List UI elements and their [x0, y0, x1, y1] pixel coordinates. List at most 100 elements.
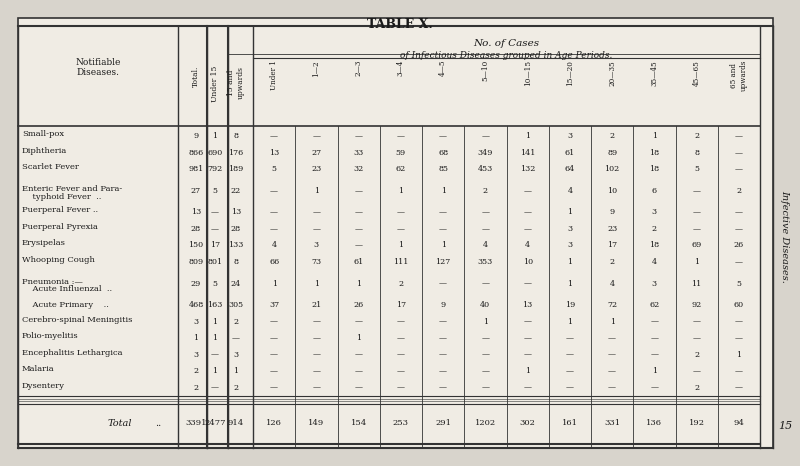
Text: —: —	[735, 132, 743, 140]
Text: Puerperal Fever ..: Puerperal Fever ..	[22, 206, 98, 214]
Text: 1: 1	[567, 317, 573, 326]
Text: 32: 32	[354, 165, 364, 173]
Text: 1: 1	[398, 187, 403, 195]
Text: 3: 3	[652, 280, 657, 288]
Text: —: —	[397, 132, 405, 140]
Text: —: —	[566, 334, 574, 342]
Text: —: —	[524, 225, 532, 233]
Text: —: —	[439, 225, 447, 233]
Text: —: —	[566, 350, 574, 359]
Text: Puerperal Pyrexia: Puerperal Pyrexia	[22, 223, 98, 231]
Text: 349: 349	[478, 149, 493, 157]
Text: 1: 1	[271, 280, 277, 288]
Text: 1202: 1202	[475, 419, 496, 427]
Text: Acute Influenzal  ..: Acute Influenzal ..	[22, 285, 112, 293]
Text: Cerebro-spinal Meningitis: Cerebro-spinal Meningitis	[22, 315, 132, 323]
Text: 13: 13	[191, 208, 201, 216]
Text: 15 and
upwards: 15 and upwards	[227, 66, 245, 99]
Text: 353: 353	[478, 258, 493, 266]
Text: Pneumonia :—: Pneumonia :—	[22, 278, 83, 286]
Text: 33: 33	[354, 149, 364, 157]
Text: —: —	[524, 317, 532, 326]
Text: 4: 4	[652, 258, 657, 266]
Text: 3391: 3391	[186, 419, 206, 427]
Text: 453: 453	[478, 165, 493, 173]
Text: Erysipelas: Erysipelas	[22, 240, 66, 247]
Text: 5: 5	[213, 187, 218, 195]
Text: 1: 1	[567, 208, 573, 216]
Text: 914: 914	[228, 419, 244, 427]
Text: —: —	[482, 350, 490, 359]
Text: 62: 62	[396, 165, 406, 173]
Text: —: —	[735, 258, 743, 266]
Text: —: —	[524, 208, 532, 216]
Text: 468: 468	[188, 301, 204, 309]
Text: —: —	[693, 208, 701, 216]
Text: 154: 154	[350, 419, 366, 427]
Text: 15: 15	[778, 421, 792, 431]
Text: 2: 2	[610, 132, 614, 140]
Text: —: —	[354, 208, 362, 216]
Text: 5—10: 5—10	[482, 60, 490, 81]
Text: —: —	[735, 225, 743, 233]
Text: 3: 3	[652, 208, 657, 216]
Text: 5: 5	[213, 280, 218, 288]
Text: —: —	[693, 187, 701, 195]
Text: 37: 37	[269, 301, 279, 309]
Text: —: —	[397, 367, 405, 375]
Text: 2: 2	[694, 384, 699, 392]
Text: 85: 85	[438, 165, 448, 173]
Text: 1: 1	[525, 367, 530, 375]
Text: 1: 1	[213, 334, 218, 342]
Text: 19: 19	[565, 301, 575, 309]
Text: 62: 62	[650, 301, 659, 309]
Text: —: —	[312, 384, 320, 392]
Text: —: —	[439, 350, 447, 359]
Text: —: —	[270, 350, 278, 359]
Text: —: —	[354, 384, 362, 392]
Text: 331: 331	[604, 419, 620, 427]
Text: 291: 291	[435, 419, 451, 427]
Text: 163: 163	[207, 301, 222, 309]
Text: —: —	[211, 208, 219, 216]
Text: Acute Primary    ..: Acute Primary ..	[22, 301, 109, 309]
Text: TABLE X.: TABLE X.	[367, 18, 433, 31]
Text: 1: 1	[194, 334, 198, 342]
Text: —: —	[566, 384, 574, 392]
Text: 1: 1	[736, 350, 742, 359]
Text: Infective Diseases.: Infective Diseases.	[781, 190, 790, 282]
Text: 21: 21	[311, 301, 322, 309]
Text: 2: 2	[483, 187, 488, 195]
Text: —: —	[270, 132, 278, 140]
Text: —: —	[608, 350, 616, 359]
Text: 17: 17	[210, 241, 220, 249]
Text: typhoid Fever  ..: typhoid Fever ..	[22, 192, 102, 201]
Text: 2: 2	[610, 258, 614, 266]
Text: 126: 126	[266, 419, 282, 427]
Text: —: —	[397, 350, 405, 359]
Text: —: —	[693, 367, 701, 375]
Text: 111: 111	[393, 258, 409, 266]
Text: —: —	[735, 334, 743, 342]
Text: 1: 1	[213, 317, 218, 326]
Text: —: —	[735, 367, 743, 375]
Text: —: —	[270, 208, 278, 216]
Text: 132: 132	[520, 165, 535, 173]
Text: 89: 89	[607, 149, 617, 157]
Text: 27: 27	[311, 149, 322, 157]
Text: —: —	[354, 225, 362, 233]
Text: —: —	[608, 367, 616, 375]
Text: 2: 2	[234, 317, 238, 326]
Text: 1: 1	[483, 317, 488, 326]
Text: 102: 102	[605, 165, 620, 173]
Text: 18: 18	[650, 241, 659, 249]
Text: —: —	[312, 208, 320, 216]
Text: 61: 61	[354, 258, 364, 266]
Text: —: —	[735, 317, 743, 326]
Text: 10—15: 10—15	[524, 60, 532, 86]
Text: 176: 176	[228, 149, 244, 157]
Text: 24: 24	[231, 280, 241, 288]
Text: Encephalitis Lethargica: Encephalitis Lethargica	[22, 349, 122, 356]
Text: —: —	[650, 317, 658, 326]
Text: 8: 8	[234, 258, 238, 266]
